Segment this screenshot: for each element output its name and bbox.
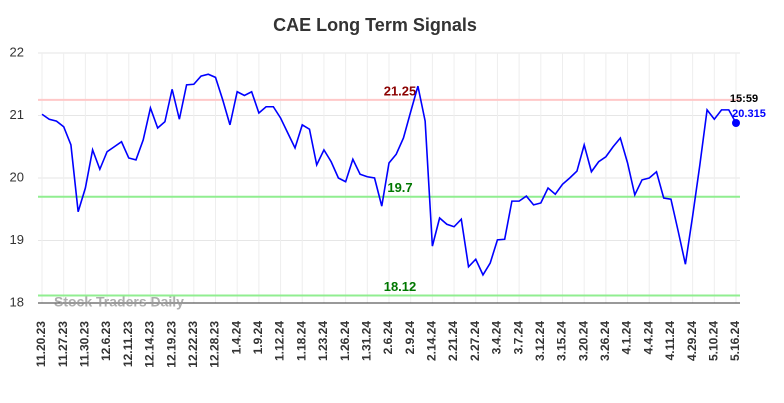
price-line	[41, 73, 737, 277]
x-tick-label: 1.9.24	[251, 321, 265, 355]
x-tick-label: 2.14.24	[425, 321, 439, 361]
x-tick-label: 1.26.24	[338, 321, 352, 361]
signal-label: 19.7	[387, 180, 412, 195]
last-point	[732, 119, 740, 127]
x-tick-label: 12.6.23	[99, 321, 113, 361]
time-label: 15:59	[730, 93, 758, 105]
x-tick-label: 12.22.23	[186, 321, 200, 368]
x-tick-label: 1.18.24	[294, 321, 308, 361]
x-tick-label: 11.20.23	[34, 321, 48, 367]
x-tick-label: 3.12.24	[533, 321, 547, 361]
y-tick-label: 21	[10, 107, 24, 122]
x-tick-label: 3.15.24	[555, 321, 569, 361]
x-tick-label: 3.7.24	[511, 321, 525, 355]
x-tick-label: 2.27.24	[468, 321, 482, 361]
x-tick-label: 1.31.24	[359, 321, 373, 361]
last-price-label: 20.315	[732, 108, 766, 120]
x-tick-label: 4.29.24	[685, 321, 699, 361]
x-tick-label: 12.19.23	[164, 321, 178, 368]
x-tick-label: 2.9.24	[403, 321, 417, 355]
signal-label: 21.25	[384, 83, 417, 98]
x-tick-label: 2.6.24	[381, 321, 395, 355]
y-tick-label: 18	[10, 294, 24, 309]
x-tick-label: 5.16.24	[728, 321, 742, 361]
signal-label: 18.12	[384, 279, 417, 294]
chart-title: CAE Long Term Signals	[273, 15, 477, 35]
x-tick-label: 3.4.24	[490, 321, 504, 355]
x-tick-label: 1.23.24	[316, 321, 330, 361]
watermark: Stock Traders Daily	[54, 294, 184, 310]
y-tick-label: 22	[10, 44, 24, 59]
y-tick-label: 19	[10, 232, 24, 247]
x-tick-label: 11.30.23	[78, 321, 92, 367]
x-tick-label: 12.28.23	[208, 321, 222, 368]
x-tick-label: 3.26.24	[598, 321, 612, 361]
x-tick-label: 1.12.24	[273, 321, 287, 361]
y-tick-label: 20	[10, 169, 24, 184]
x-tick-label: 4.1.24	[620, 321, 634, 355]
x-tick-label: 11.27.23	[56, 321, 70, 367]
x-tick-label: 4.11.24	[663, 321, 677, 361]
x-tick-label: 5.10.24	[706, 321, 720, 361]
x-tick-label: 4.4.24	[641, 321, 655, 355]
x-tick-label: 12.14.23	[143, 321, 157, 368]
x-tick-label: 1.4.24	[229, 321, 243, 355]
x-tick-label: 12.11.23	[121, 321, 135, 367]
x-tick-label: 2.21.24	[446, 321, 460, 361]
x-tick-label: 3.20.24	[576, 321, 590, 361]
